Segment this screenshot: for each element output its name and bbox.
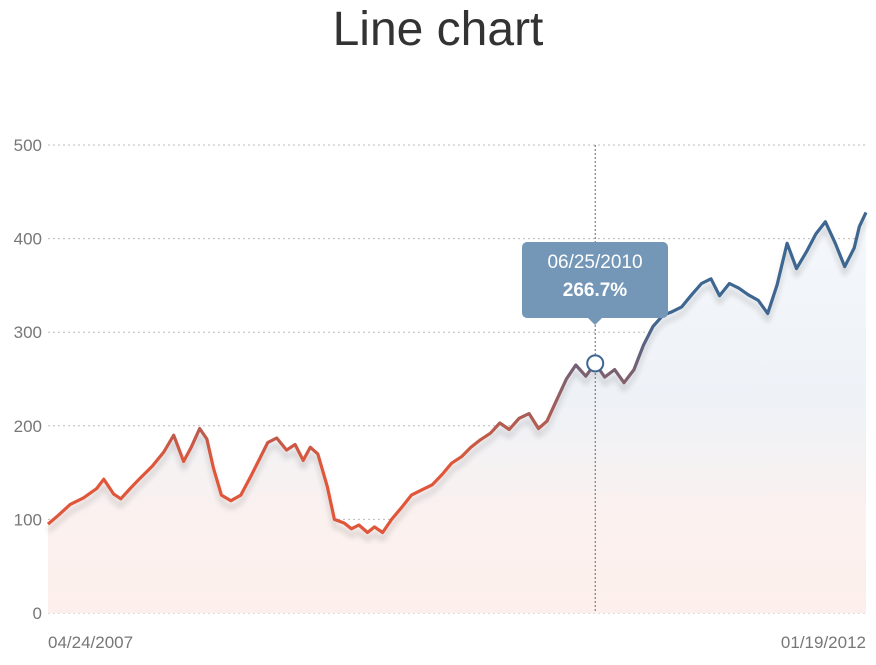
x-tick-label: 01/19/2012 (781, 633, 866, 652)
y-tick-label: 500 (14, 136, 42, 155)
tooltip-date: 06/25/2010 (547, 252, 643, 273)
y-tick-label: 300 (14, 323, 42, 342)
chart-title: Line chart (332, 3, 544, 56)
x-tick-label: 04/24/2007 (48, 633, 133, 652)
y-tick-label: 100 (14, 510, 42, 529)
y-axis: 0 100 200 300 400 500 (14, 136, 42, 623)
y-tick-label: 400 (14, 230, 42, 249)
tooltip: 06/25/2010 266.7% (522, 242, 668, 325)
y-tick-label: 200 (14, 417, 42, 436)
series-line (46, 211, 868, 535)
tooltip-value: 266.7% (562, 280, 628, 301)
hover-marker[interactable] (586, 354, 605, 373)
series-area (48, 212, 866, 613)
y-tick-label: 0 (33, 604, 42, 623)
x-axis: 04/24/2007 01/19/2012 (48, 633, 866, 652)
